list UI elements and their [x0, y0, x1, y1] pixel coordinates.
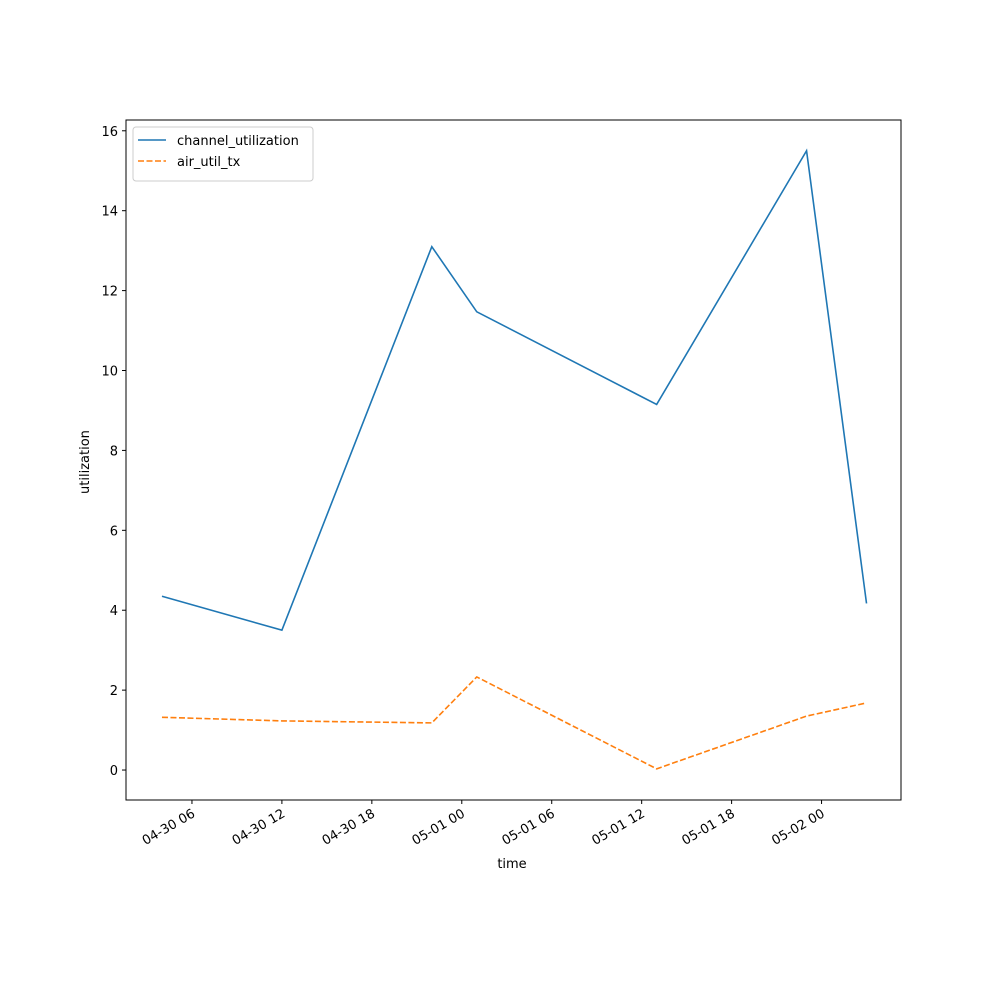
y-tick-label: 0	[110, 764, 118, 779]
x-tick-label: 04-30 06	[140, 806, 198, 848]
x-tick-label: 05-02 00	[769, 806, 827, 848]
y-tick-label: 4	[110, 604, 118, 619]
series-line	[161, 675, 867, 770]
x-axis-label: time	[497, 857, 526, 872]
legend-label: air_util_tx	[177, 155, 241, 170]
legend-box	[132, 126, 314, 182]
y-tick-label: 10	[101, 365, 118, 380]
series-line	[161, 148, 868, 632]
y-axis-label: utilization	[78, 430, 93, 494]
x-tick-label: 05-01 06	[500, 806, 558, 848]
legend-label: channel_utilization	[177, 134, 299, 149]
y-tick-label: 12	[101, 285, 118, 300]
y-tick-label: 8	[110, 444, 118, 459]
x-tick-label: 05-01 12	[590, 806, 648, 848]
y-tick-label: 16	[101, 125, 118, 140]
x-tick-label: 04-30 18	[320, 806, 378, 848]
y-tick-label: 6	[110, 524, 118, 539]
x-tick-label: 05-01 00	[410, 806, 468, 848]
y-tick-label: 14	[101, 205, 118, 220]
plot-frame	[125, 119, 902, 801]
x-tick-label: 04-30 12	[230, 806, 288, 848]
y-tick-label: 2	[110, 684, 118, 699]
x-tick-label: 05-01 18	[679, 806, 737, 848]
